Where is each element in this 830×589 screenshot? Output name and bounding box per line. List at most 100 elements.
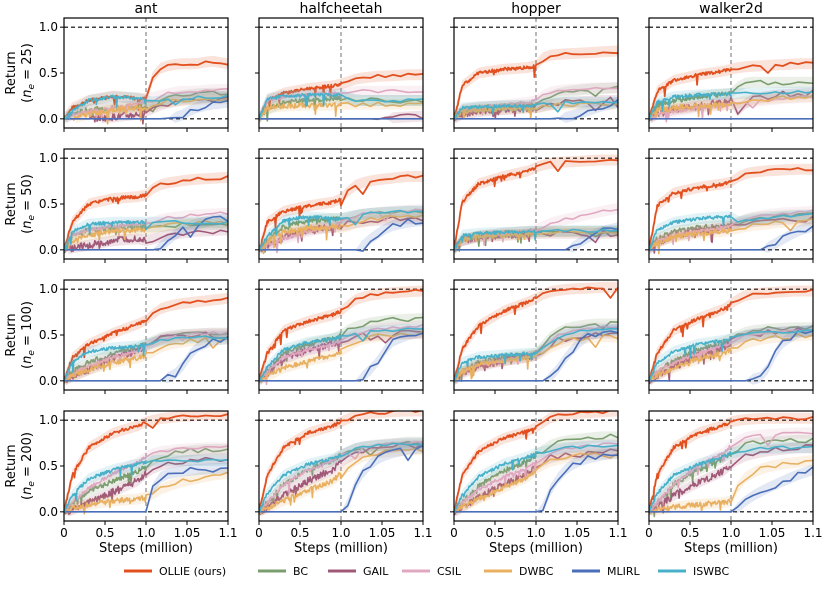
series-dwbc [649,333,813,382]
series-iswbc [64,220,228,251]
series-iswbc [649,445,813,513]
panel-ant-ne-50: 0.0 0.5 1.0 [39,148,229,263]
series-iswbc [454,228,618,251]
band-bc [259,313,423,385]
x-axis-label: Steps (million) [99,541,193,556]
legend-item-gail: GAIL [328,565,389,578]
band-iswbc [64,331,228,385]
series-gail [64,229,228,254]
band-iswbc [649,209,813,254]
panel-halfcheetah-ne-200: 0 0.5 1.0 1.05 1.1 Steps (million) [255,410,433,556]
series-iswbc [454,327,618,382]
series-mlirl [64,99,228,120]
band-dwbc [259,327,423,386]
band-csil [649,427,813,516]
ne-subscript: e [27,215,37,221]
x-tick-label: 1.0 [721,526,740,540]
band-ollie-ours- [259,411,423,514]
band-csil [64,327,228,385]
x-tick-label: 1.0 [526,526,545,540]
band-mlirl [259,215,423,251]
y-tick-label: 0.0 [39,505,58,519]
series-dwbc [259,214,423,255]
legend-label: DWBC [519,565,554,578]
series-csil [259,323,423,386]
series-ollie-ours- [259,411,423,513]
plot-area [649,18,813,128]
x-tick-label: 0 [255,526,263,540]
row-ne-label: (ne = 100) [20,301,37,369]
x-tick-label: 1.1 [608,526,627,540]
x-tick-label: 0 [60,526,68,540]
series-mlirl [64,215,228,251]
row-ne-label: (ne = 50) [20,174,37,234]
band-dwbc [259,209,423,254]
panel-hopper-ne-25: hopper [450,1,619,132]
series-mlirl [649,225,813,251]
y-tick-label: 0.5 [39,66,58,80]
plot-area [259,149,423,259]
series-iswbc [259,442,423,513]
band-gail [64,453,228,517]
legend-item-iswbc: ISWBC [658,565,729,578]
x-tick-label: 1.05 [174,526,201,540]
panel-halfcheetah-ne-25: halfcheetah [255,1,424,132]
row-ylabel: Return [4,182,19,225]
plot-area [64,411,228,521]
y-tick-label: 1.0 [39,413,58,427]
panel-walker2d-ne-200: 0 0.5 1.0 1.05 1.1 Steps (million) [645,410,823,556]
panel-halfcheetah-ne-50 [255,148,424,263]
band-mlirl [259,325,423,382]
series-ollie-ours- [454,286,618,382]
series-mlirl [454,227,618,251]
series-dwbc [649,459,813,515]
ne-value: = 50) [20,174,35,215]
series-mlirl [259,218,423,252]
plot-area [64,149,228,259]
series-csil [259,440,423,514]
legend-label: OLLIE (ours) [159,565,226,578]
band-bc [454,431,618,516]
band-dwbc [649,455,813,517]
band-csil [454,203,618,254]
series-iswbc [649,212,813,251]
ne-symbol: n [20,221,35,229]
series-mlirl [259,445,423,513]
plot-area [454,280,618,390]
x-tick-label: 0.5 [485,526,504,540]
band-iswbc [64,216,228,254]
band-bc [454,82,618,123]
x-tick-label: 0.5 [95,526,114,540]
band-mlirl [649,324,813,385]
x-tick-label: 1.0 [331,526,350,540]
plot-area [259,280,423,390]
series-ollie-ours- [64,175,228,251]
series-ollie-ours- [64,413,228,512]
panel-hopper-ne-200: 0 0.5 1.0 1.05 1.1 Steps (million) [450,410,628,556]
band-iswbc [64,455,228,516]
legend-label: MLIRL [607,565,641,578]
y-tick-label: 0.0 [39,112,58,126]
plot-area [454,149,618,259]
plot-area [649,280,813,390]
band-bc [649,209,813,255]
band-dwbc [454,331,618,385]
series-iswbc [649,329,813,382]
series-mlirl [454,453,618,513]
series-mlirl [64,466,228,513]
series-gail [259,329,423,383]
legend: OLLIE (ours) BC GAIL CSIL DWBC MLIRL ISWBC [124,565,729,578]
legend-item-dwbc: DWBC [484,565,554,578]
series-iswbc [259,327,423,382]
panel-walker2d-ne-25: walker2d [645,1,814,132]
band-iswbc [259,438,423,516]
column-title-halfcheetah: halfcheetah [299,1,382,17]
series-mlirl [454,98,618,120]
series-dwbc [64,336,228,383]
series-dwbc [259,330,423,383]
series-dwbc [64,220,228,251]
x-tick-label: 1.05 [564,526,591,540]
plot-area [454,411,618,521]
